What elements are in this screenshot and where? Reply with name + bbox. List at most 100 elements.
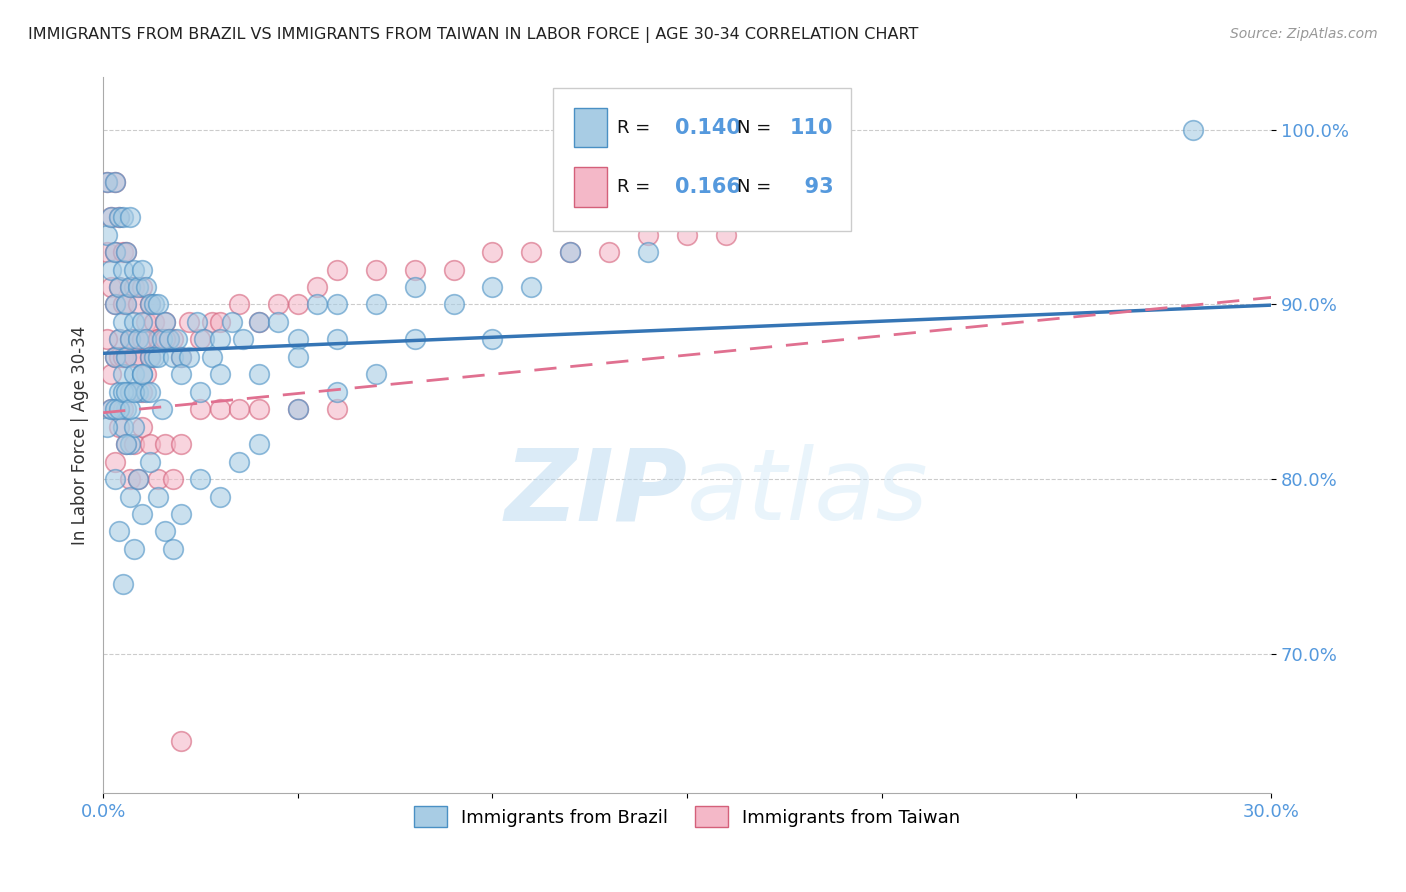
Text: Source: ZipAtlas.com: Source: ZipAtlas.com xyxy=(1230,27,1378,41)
Point xyxy=(186,315,208,329)
Point xyxy=(267,315,290,329)
Point xyxy=(404,262,426,277)
Point xyxy=(325,332,347,346)
Bar xyxy=(574,108,606,147)
Point xyxy=(190,472,212,486)
Point xyxy=(404,332,426,346)
Point xyxy=(120,210,142,224)
Point xyxy=(100,210,122,224)
Point xyxy=(100,210,122,224)
Point xyxy=(190,402,212,417)
Point xyxy=(1182,123,1205,137)
Point xyxy=(124,332,146,346)
Point xyxy=(127,384,149,399)
Point xyxy=(287,402,309,417)
Point xyxy=(146,332,169,346)
Point xyxy=(131,368,153,382)
Point xyxy=(325,262,347,277)
Point xyxy=(162,332,184,346)
Point xyxy=(120,332,142,346)
Point xyxy=(162,350,184,364)
Point xyxy=(287,350,309,364)
Point xyxy=(208,315,231,329)
Point xyxy=(124,437,146,451)
Y-axis label: In Labor Force | Age 30-34: In Labor Force | Age 30-34 xyxy=(72,326,89,545)
Point xyxy=(404,280,426,294)
Point xyxy=(104,297,127,311)
Point xyxy=(142,350,165,364)
Point xyxy=(104,245,127,260)
Point xyxy=(104,175,127,189)
Point xyxy=(307,297,329,311)
Point xyxy=(228,454,250,468)
Point xyxy=(127,280,149,294)
Point xyxy=(170,350,193,364)
Point xyxy=(139,350,162,364)
Point xyxy=(135,315,157,329)
Point xyxy=(115,437,138,451)
Point xyxy=(155,437,177,451)
Point xyxy=(100,402,122,417)
Point xyxy=(155,332,177,346)
Text: IMMIGRANTS FROM BRAZIL VS IMMIGRANTS FROM TAIWAN IN LABOR FORCE | AGE 30-34 CORR: IMMIGRANTS FROM BRAZIL VS IMMIGRANTS FRO… xyxy=(28,27,918,43)
Point xyxy=(135,368,157,382)
Point xyxy=(139,350,162,364)
Point xyxy=(115,297,138,311)
Text: R =: R = xyxy=(617,119,657,136)
Point xyxy=(155,315,177,329)
Point xyxy=(364,262,387,277)
Point xyxy=(96,245,118,260)
Point xyxy=(120,472,142,486)
Point xyxy=(170,350,193,364)
Point xyxy=(598,245,620,260)
Point xyxy=(104,472,127,486)
Point xyxy=(146,297,169,311)
Point xyxy=(107,280,129,294)
Point xyxy=(170,437,193,451)
Point xyxy=(115,437,138,451)
Point xyxy=(170,507,193,521)
FancyBboxPatch shape xyxy=(553,88,851,231)
Point xyxy=(107,332,129,346)
Point xyxy=(111,419,134,434)
Point xyxy=(115,297,138,311)
Point xyxy=(560,245,582,260)
Point xyxy=(247,315,270,329)
Point xyxy=(155,315,177,329)
Point xyxy=(560,245,582,260)
Point xyxy=(104,297,127,311)
Point xyxy=(139,297,162,311)
Point xyxy=(107,524,129,539)
Point xyxy=(162,541,184,556)
Point xyxy=(120,384,142,399)
Point xyxy=(124,315,146,329)
Point xyxy=(120,490,142,504)
Point xyxy=(146,472,169,486)
Point xyxy=(120,280,142,294)
Point xyxy=(104,245,127,260)
Point xyxy=(120,384,142,399)
Point xyxy=(287,402,309,417)
Point xyxy=(201,350,224,364)
Point xyxy=(131,507,153,521)
Point xyxy=(364,368,387,382)
Point xyxy=(127,332,149,346)
Point xyxy=(127,472,149,486)
Point xyxy=(208,402,231,417)
Point xyxy=(177,350,200,364)
Point xyxy=(177,315,200,329)
Text: atlas: atlas xyxy=(688,444,929,541)
Point xyxy=(107,280,129,294)
Point xyxy=(135,332,157,346)
Point xyxy=(247,402,270,417)
Point xyxy=(131,280,153,294)
Point xyxy=(247,437,270,451)
Point xyxy=(100,280,122,294)
Point xyxy=(307,280,329,294)
Bar xyxy=(574,168,606,207)
Legend: Immigrants from Brazil, Immigrants from Taiwan: Immigrants from Brazil, Immigrants from … xyxy=(406,799,967,834)
Point xyxy=(96,419,118,434)
Point xyxy=(100,262,122,277)
Point xyxy=(146,332,169,346)
Point xyxy=(157,332,180,346)
